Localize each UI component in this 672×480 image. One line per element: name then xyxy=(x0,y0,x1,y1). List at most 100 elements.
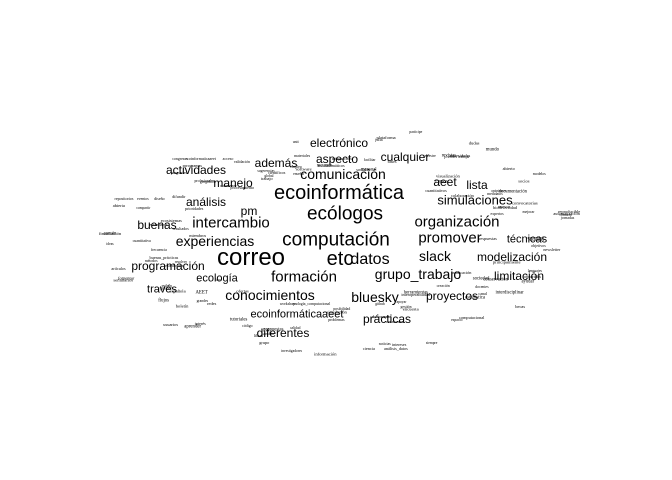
cloud-word: publicación xyxy=(451,269,472,275)
cloud-word: formación xyxy=(271,268,337,286)
cloud-word: calidad xyxy=(289,326,301,331)
cloud-word: proyectos xyxy=(425,289,479,303)
cloud-word: procesamiento xyxy=(230,184,255,190)
cloud-word: problemas xyxy=(328,317,345,323)
cloud-word: conservación xyxy=(483,278,508,284)
cloud-word: dudas xyxy=(468,141,480,147)
cloud-word: datos xyxy=(350,251,390,268)
cloud-word: análisis_datos xyxy=(384,345,408,351)
cloud-word: participe xyxy=(409,129,423,134)
cloud-word: intercambio xyxy=(192,214,270,232)
cloud-word: diferentes xyxy=(256,326,310,340)
cloud-word: encuesta xyxy=(402,306,419,312)
cloud-word: aeet xyxy=(433,175,457,189)
cloud-word: prácticas xyxy=(362,312,412,326)
cloud-word: python xyxy=(161,284,172,289)
cloud-word: enseñar xyxy=(293,171,305,176)
cloud-word: validación xyxy=(233,160,250,165)
cloud-word: revistas xyxy=(441,153,457,159)
cloud-word: comunidad xyxy=(526,236,544,241)
cloud-word: ecosistemas xyxy=(160,217,182,223)
cloud-word: newsletter xyxy=(543,247,561,253)
cloud-word: ecoinformaticaaeet xyxy=(185,156,216,162)
cloud-word: cuantitativos xyxy=(425,188,447,194)
cloud-word: abierta xyxy=(112,202,125,208)
cloud-word: acceso xyxy=(222,155,234,161)
cloud-word: colaboración xyxy=(451,192,474,198)
cloud-word: interés xyxy=(194,321,206,327)
cloud-word: integración xyxy=(331,155,352,161)
cloud-word: lista xyxy=(466,178,488,192)
cloud-word: simulación xyxy=(326,309,347,315)
cloud-word: técnicas xyxy=(506,233,548,246)
cloud-word: modelos xyxy=(532,171,546,176)
cloud-word: programas xyxy=(184,162,202,168)
cloud-word: través xyxy=(147,283,177,296)
cloud-word: software xyxy=(295,166,312,172)
cloud-word: diseño xyxy=(154,195,165,201)
cloud-word: becas xyxy=(515,303,526,309)
cloud-word: profesionales xyxy=(194,178,215,183)
cloud-word: gestión xyxy=(400,304,412,309)
cloud-word: artículos xyxy=(111,265,126,271)
cloud-word: unit xyxy=(292,139,299,144)
cloud-word: aprender xyxy=(184,324,202,330)
cloud-word: creación xyxy=(436,283,450,288)
cloud-word: ecoinformática xyxy=(273,182,405,204)
cloud-word: ecología_computacional xyxy=(292,301,331,306)
cloud-word: facilitar xyxy=(363,158,376,163)
cloud-word: simulaciones xyxy=(437,192,513,208)
cloud-word: ecoinformáticos xyxy=(317,163,345,169)
cloud-word: ecoinformáticaaeet xyxy=(250,308,344,321)
cloud-word: buenas xyxy=(137,218,177,232)
cloud-word: mensual xyxy=(360,167,377,173)
cloud-word: mundo xyxy=(485,147,500,153)
cloud-word: sugerencias xyxy=(257,169,275,174)
cloud-word: fomentar xyxy=(117,276,135,282)
cloud-word: slack xyxy=(419,248,451,264)
cloud-word: pm xyxy=(240,204,258,218)
cloud-word: análisis xyxy=(185,195,227,209)
cloud-word: geográfica xyxy=(199,180,216,185)
cloud-word: propuestas xyxy=(263,327,284,333)
cloud-word: electrónico xyxy=(309,136,369,150)
cloud-word: abierto xyxy=(502,165,515,171)
cloud-word: seminarios xyxy=(113,277,134,283)
cloud-word: prioridades xyxy=(185,205,204,211)
cloud-word: interoperabilidad xyxy=(401,291,431,297)
cloud-word: siempre xyxy=(425,341,438,346)
cloud-word: repositorios xyxy=(114,196,134,202)
cloud-word: materiales xyxy=(294,154,311,159)
cloud-word: ecólogos xyxy=(306,203,384,225)
cloud-word: noticias xyxy=(378,342,391,347)
cloud-word: github xyxy=(375,301,385,306)
cloud-word: convocatorias xyxy=(511,201,538,207)
cloud-word: intereses xyxy=(392,341,407,347)
cloud-word: global xyxy=(264,173,274,178)
cloud-word: objetivos xyxy=(531,242,546,248)
cloud-word: correo xyxy=(216,244,286,271)
cloud-word: doctorandos xyxy=(372,314,392,320)
cloud-word: plataforma xyxy=(376,134,396,140)
cloud-word: modelización xyxy=(476,250,548,264)
cloud-word: trabajo xyxy=(260,175,273,181)
cloud-word: recursos xyxy=(316,163,333,169)
cloud-word: ayudar xyxy=(521,279,535,285)
cloud-word: automatización xyxy=(553,210,580,216)
cloud-word: biodiversidad xyxy=(493,204,517,210)
cloud-word: buenas_prácticas xyxy=(149,255,179,261)
cloud-word: ideas xyxy=(106,242,114,247)
cloud-word: bluesky xyxy=(351,289,399,305)
cloud-word: sociales xyxy=(356,166,371,172)
cloud-word: contacto xyxy=(559,212,573,217)
cloud-word: computación xyxy=(282,229,390,251)
cloud-word: flujos xyxy=(158,298,169,304)
cloud-word: grupo xyxy=(259,340,270,346)
cloud-word: preguntas xyxy=(170,169,187,175)
cloud-word: nuevos xyxy=(498,203,511,209)
cloud-word: programación xyxy=(131,259,205,273)
cloud-word: sistemas xyxy=(529,236,544,242)
cloud-word: boletín xyxy=(175,303,189,309)
cloud-word: actividades xyxy=(165,163,227,177)
cloud-word: expertos xyxy=(490,212,504,217)
